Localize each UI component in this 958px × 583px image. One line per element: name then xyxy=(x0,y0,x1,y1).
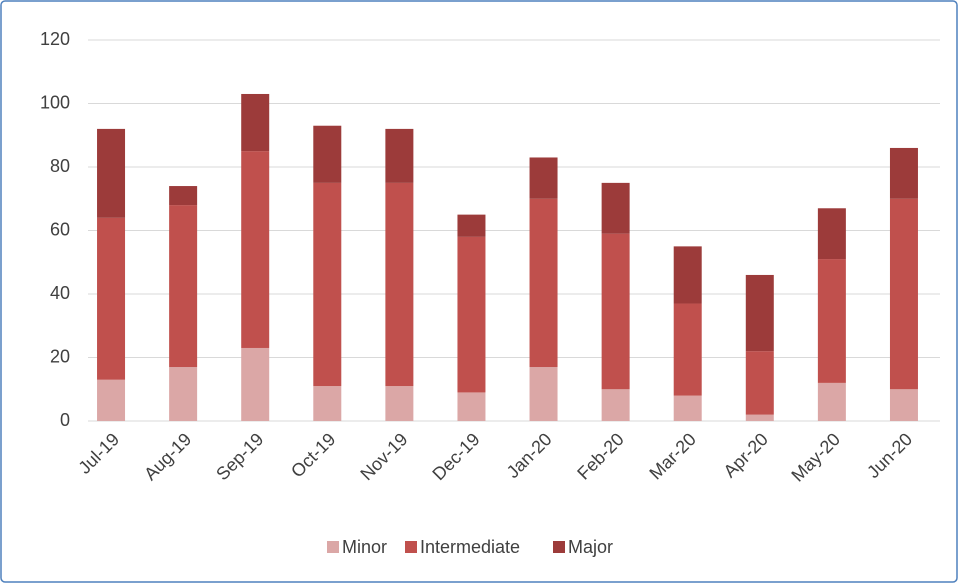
bar-segment xyxy=(97,379,126,421)
y-tick-label: 120 xyxy=(40,29,70,49)
bar-segment xyxy=(673,395,702,421)
y-tick-label: 0 xyxy=(60,410,70,430)
legend-swatch xyxy=(327,541,339,553)
bar-segment xyxy=(673,246,702,304)
bar-segment xyxy=(241,93,270,152)
bar-segment xyxy=(889,389,918,421)
bar-segment xyxy=(97,128,126,218)
bar-segment xyxy=(601,182,630,234)
bar-segment xyxy=(889,147,918,199)
bar-segment xyxy=(313,182,342,387)
bar-segment xyxy=(529,367,558,421)
bar-segment xyxy=(169,186,198,206)
bar-segment xyxy=(457,214,486,237)
bar-segment xyxy=(601,389,630,421)
bar-segment xyxy=(169,367,198,421)
y-tick-label: 40 xyxy=(50,283,70,303)
bar-segment xyxy=(529,198,558,368)
bar-segment xyxy=(385,128,414,183)
bar-segment xyxy=(889,198,918,390)
bar-segment xyxy=(745,274,774,352)
bar-segment xyxy=(745,414,774,421)
legend-swatch xyxy=(405,541,417,553)
y-tick-label: 80 xyxy=(50,156,70,176)
bar-segment xyxy=(817,259,846,383)
bar-segment xyxy=(385,182,414,387)
bar-segment xyxy=(241,347,270,421)
bar-segment xyxy=(673,303,702,396)
bar-segment xyxy=(169,205,198,368)
bar-segment xyxy=(817,208,846,260)
bar-segment xyxy=(313,386,342,421)
bar-segment xyxy=(97,217,126,380)
bar-segment xyxy=(241,151,270,348)
bar-segment xyxy=(457,236,486,393)
bar-segment xyxy=(457,392,486,421)
bar-segment xyxy=(601,233,630,390)
y-tick-label: 100 xyxy=(40,92,70,112)
bar-segment xyxy=(745,351,774,415)
legend-label: Major xyxy=(568,537,613,557)
bar-segment xyxy=(385,386,414,421)
bar-segment xyxy=(313,125,342,183)
legend-swatch xyxy=(553,541,565,553)
y-tick-label: 60 xyxy=(50,219,70,239)
bar-segment xyxy=(817,382,846,421)
legend-label: Minor xyxy=(342,537,387,557)
y-tick-label: 20 xyxy=(50,346,70,366)
legend-label: Intermediate xyxy=(420,537,520,557)
bar-segment xyxy=(529,157,558,199)
